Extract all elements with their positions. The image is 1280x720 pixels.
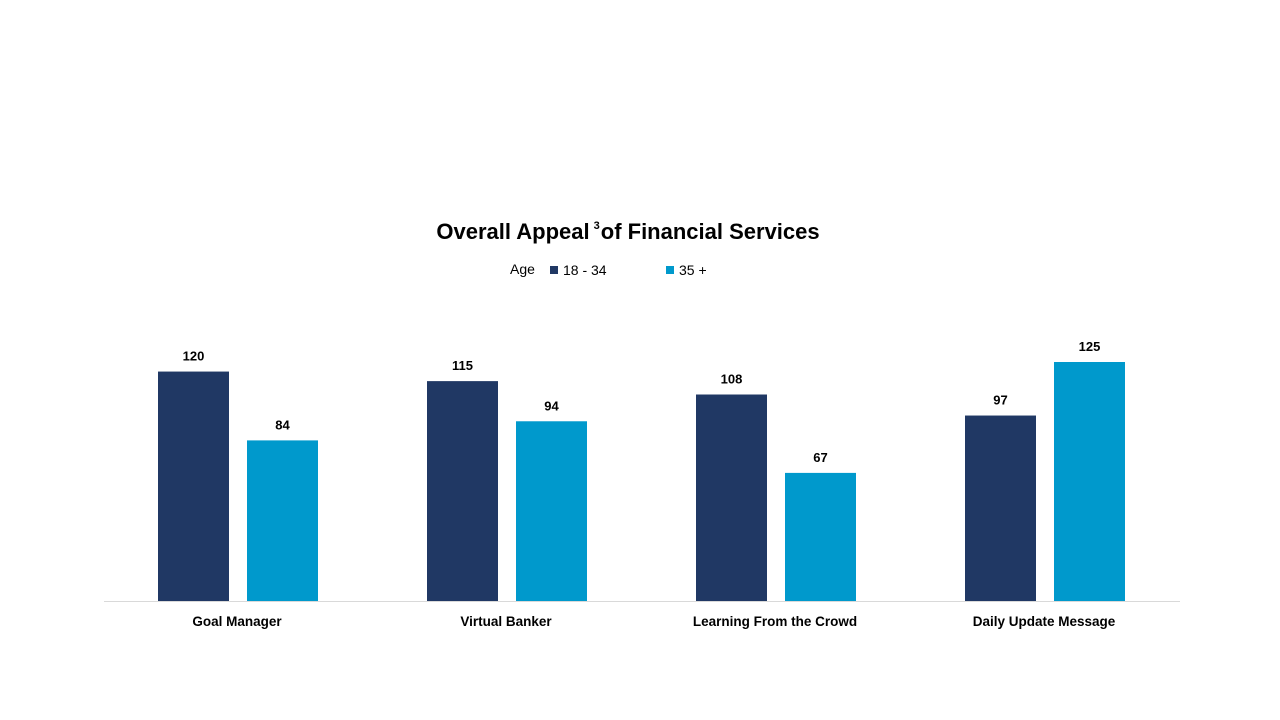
category-label: Virtual Banker bbox=[460, 614, 552, 629]
bar-series-2 bbox=[247, 440, 318, 601]
data-label: 97 bbox=[993, 393, 1007, 408]
legend-item-series-2: 35 + bbox=[666, 262, 707, 278]
data-label: 125 bbox=[1079, 339, 1101, 354]
category-label: Goal Manager bbox=[192, 614, 282, 629]
chart-title-rest: of Financial Services bbox=[600, 219, 820, 244]
bar-series-2 bbox=[1054, 362, 1125, 601]
chart-title-footnote: 3 bbox=[593, 220, 600, 232]
legend-label-series-1: 18 - 34 bbox=[563, 262, 607, 278]
legend-item-series-1: 18 - 34 bbox=[550, 262, 607, 278]
legend-title: Age bbox=[510, 261, 535, 277]
chart-title: Overall Appeal 3of Financial Services bbox=[0, 219, 1256, 245]
bar-series-1 bbox=[696, 394, 767, 601]
legend-swatch-series-2 bbox=[666, 266, 674, 274]
data-label: 67 bbox=[813, 450, 827, 465]
data-label: 84 bbox=[275, 417, 290, 432]
bar-series-1 bbox=[965, 415, 1036, 601]
bar-series-1 bbox=[427, 381, 498, 601]
legend-label-series-2: 35 + bbox=[679, 262, 707, 278]
data-label: 120 bbox=[183, 349, 205, 364]
bar-series-2 bbox=[785, 472, 856, 601]
data-label: 108 bbox=[721, 372, 743, 387]
category-label: Learning From the Crowd bbox=[693, 614, 857, 629]
bar-series-1 bbox=[158, 371, 229, 601]
data-label: 115 bbox=[452, 358, 473, 373]
bar-series-2 bbox=[516, 421, 587, 601]
chart-title-main: Overall Appeal bbox=[436, 219, 590, 244]
legend-swatch-series-1 bbox=[550, 266, 558, 274]
category-label: Daily Update Message bbox=[973, 614, 1116, 629]
data-label: 94 bbox=[544, 398, 559, 413]
